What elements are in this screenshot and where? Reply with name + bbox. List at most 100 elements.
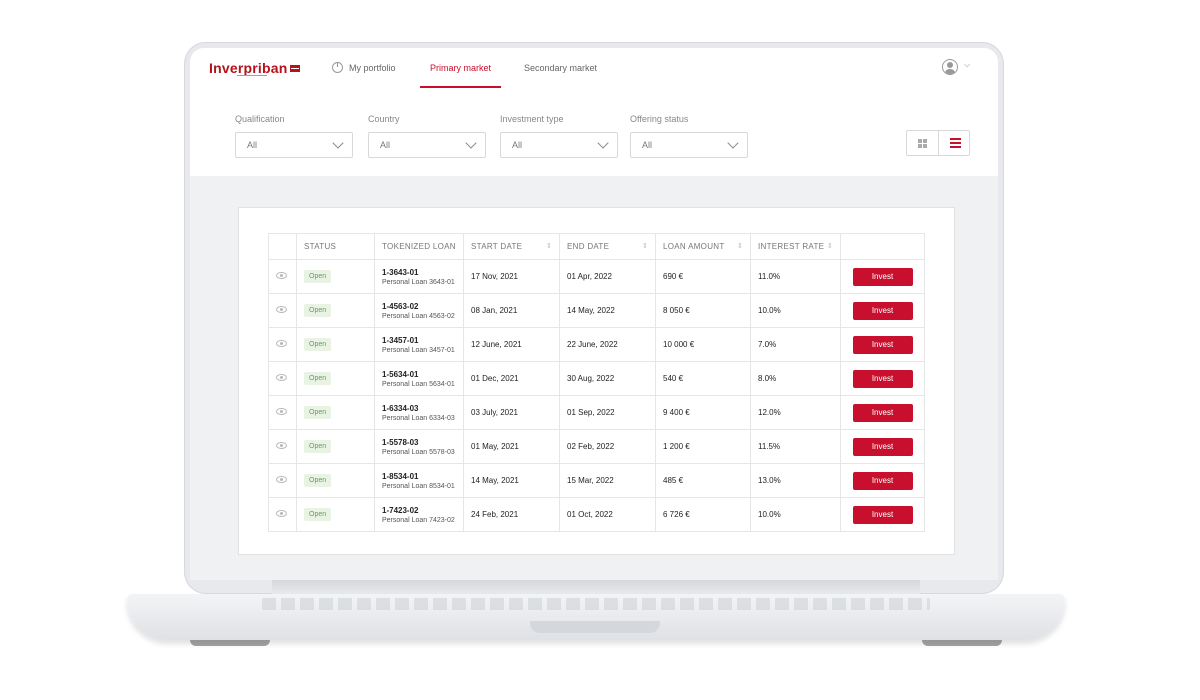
loan-name: Personal Loan 3643-01 [382,278,455,286]
invest-button[interactable]: Invest [852,301,913,320]
action-cell: Invest [840,293,925,328]
loan-id[interactable]: 1-4563-02 [382,301,419,311]
status-cell: Open [296,361,375,396]
nav-my-portfolio[interactable]: My portfolio [332,48,396,88]
logo-tagline-line [237,75,267,76]
table-header-row: STATUS TOKENIZED LOAN START DATE ⇕ END DA… [268,233,925,260]
invest-button[interactable]: Invest [852,267,913,286]
header-loan-amount[interactable]: LOAN AMOUNT ⇕ [655,233,751,260]
view-cell [268,327,297,362]
start-date-cell: 08 Jan, 2021 [463,293,560,328]
list-view-button[interactable] [937,131,970,155]
filter-investment-type: Investment type All [500,114,618,158]
loan-id[interactable]: 1-7423-02 [382,505,419,515]
investment-type-select[interactable]: All [500,132,618,158]
loan-amount-cell: 485 € [655,463,751,498]
table-row: Open 1-7423-02 Personal Loan 7423-02 24 Feb… [268,497,925,532]
sort-icon[interactable]: ⇕ [545,243,552,250]
start-date-cell: 03 July, 2021 [463,395,560,430]
filter-qualification: Qualification All [235,114,353,158]
loan-amount-cell: 10 000 € [655,327,751,362]
select-value: All [642,140,653,150]
sort-icon[interactable]: ⇕ [826,243,833,250]
header-loan-amount-label: LOAN AMOUNT [663,242,725,251]
invest-button[interactable]: Invest [852,403,913,422]
eye-icon[interactable] [276,476,287,483]
loan-cell: 1-5634-01 Personal Loan 5634-01 [374,361,464,396]
eye-icon[interactable] [276,510,287,517]
sort-icon[interactable]: ⇕ [736,243,743,250]
header-tokenized-loan-label: TOKENIZED LOAN [382,242,456,251]
status-cell: Open [296,259,375,294]
header-end-date-label: END DATE [567,242,610,251]
eye-icon[interactable] [276,408,287,415]
chevron-down-icon[interactable]: ⌵ [964,60,971,69]
loans-table: STATUS TOKENIZED LOAN START DATE ⇕ END DA… [268,233,925,532]
end-date-cell: 30 Aug, 2022 [559,361,656,396]
laptop-foot [190,640,270,646]
status-cell: Open [296,497,375,532]
loan-id[interactable]: 1-5634-01 [382,369,419,379]
grid-view-button[interactable] [907,131,938,155]
brand-logo[interactable]: Inverpriban [209,60,301,76]
eye-icon[interactable] [276,442,287,449]
interest-rate-cell: 10.0% [750,293,841,328]
start-date-cell: 12 June, 2021 [463,327,560,362]
table-row: Open 1-8534-01 Personal Loan 8534-01 14 May… [268,463,925,498]
loan-amount-cell: 1 200 € [655,429,751,464]
start-date-cell: 17 Nov, 2021 [463,259,560,294]
select-value: All [247,140,258,150]
invest-button[interactable]: Invest [852,335,913,354]
status-badge: Open [304,338,332,351]
header-start-date-label: START DATE [471,242,523,251]
view-cell [268,293,297,328]
invest-button[interactable]: Invest [852,505,913,524]
header-view [268,233,297,260]
qualification-select[interactable]: All [235,132,353,158]
country-select[interactable]: All [368,132,486,158]
header-start-date[interactable]: START DATE ⇕ [463,233,560,260]
action-cell: Invest [840,497,925,532]
view-cell [268,361,297,396]
end-date-cell: 01 Apr, 2022 [559,259,656,294]
end-date-cell: 22 June, 2022 [559,327,656,362]
eye-icon[interactable] [276,306,287,313]
nav-secondary-market-label: Secondary market [524,63,598,73]
header-interest-rate-label: INTEREST RATE [758,242,825,251]
invest-button[interactable]: Invest [852,471,913,490]
eye-icon[interactable] [276,340,287,347]
status-badge: Open [304,270,332,283]
table-row: Open 1-4563-02 Personal Loan 4563-02 08 Jan… [268,293,925,328]
sort-icon[interactable]: ⇕ [641,243,648,250]
invest-button[interactable]: Invest [852,437,913,456]
brand-name: Inverpriban [209,60,288,76]
laptop-notch [530,621,660,633]
action-cell: Invest [840,463,925,498]
offering-status-select[interactable]: All [630,132,748,158]
loan-id[interactable]: 1-3643-01 [382,267,419,277]
view-cell [268,259,297,294]
loan-amount-cell: 690 € [655,259,751,294]
eye-icon[interactable] [276,374,287,381]
start-date-cell: 24 Feb, 2021 [463,497,560,532]
header-end-date[interactable]: END DATE ⇕ [559,233,656,260]
interest-rate-cell: 10.0% [750,497,841,532]
loan-name: Personal Loan 6334-03 [382,414,455,422]
nav-primary-market[interactable]: Primary market [420,48,502,88]
loan-amount-cell: 8 050 € [655,293,751,328]
view-cell [268,463,297,498]
filters-bar: Qualification All Country All Investment… [190,88,998,176]
loan-id[interactable]: 1-8534-01 [382,471,419,481]
pie-chart-icon [332,62,343,73]
header-interest-rate[interactable]: INTEREST RATE ⇕ [750,233,841,260]
loan-id[interactable]: 1-6334-03 [382,403,419,413]
invest-button[interactable]: Invest [852,369,913,388]
end-date-cell: 14 May, 2022 [559,293,656,328]
user-avatar-icon[interactable] [942,59,958,75]
nav-secondary-market[interactable]: Secondary market [524,48,597,88]
loan-id[interactable]: 1-3457-01 [382,335,419,345]
eye-icon[interactable] [276,272,287,279]
status-cell: Open [296,327,375,362]
loan-id[interactable]: 1-5578-03 [382,437,419,447]
view-toggle [906,130,970,156]
